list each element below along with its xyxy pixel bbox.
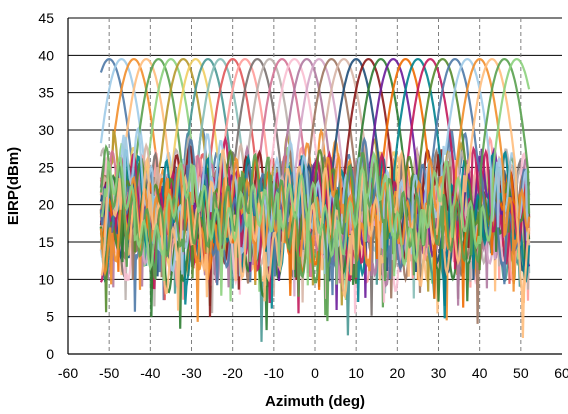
x-tick-label: -50: [99, 365, 119, 381]
y-tick-label: 40: [38, 47, 54, 63]
y-axis-title: EIRP(dBm): [5, 147, 22, 225]
y-tick-label: 0: [46, 346, 54, 362]
series-line: [100, 57, 531, 339]
x-tick-label: 30: [431, 365, 447, 381]
axes: [67, 18, 562, 355]
x-tick-label: 0: [311, 365, 319, 381]
y-tick-label: 25: [38, 159, 54, 175]
x-tick-label: 20: [390, 365, 406, 381]
y-tick-label: 10: [38, 271, 54, 287]
x-tick-label: -10: [264, 365, 284, 381]
series-group: [99, 57, 531, 342]
x-axis-title: Azimuth (deg): [265, 393, 365, 410]
y-tick-label: 35: [38, 85, 54, 101]
y-tick-label: 30: [38, 122, 54, 138]
tick-labels: -60 -50 -40 -30 -20 -10 0 10 20 30 40 50 60 0 5 10 15 20 2…: [38, 10, 568, 381]
x-tick-label: 60: [554, 365, 568, 381]
x-tick-label: 50: [513, 365, 529, 381]
x-tick-label: -40: [140, 365, 160, 381]
x-tick-label: -20: [223, 365, 243, 381]
series-line: [99, 57, 531, 314]
x-tick-label: 40: [472, 365, 488, 381]
y-tick-label: 15: [38, 234, 54, 250]
x-tick-label: -60: [58, 365, 78, 381]
y-tick-label: 45: [38, 10, 54, 26]
y-tick-label: 20: [38, 197, 54, 213]
y-tick-label: 5: [46, 309, 54, 325]
x-tick-label: -30: [181, 365, 201, 381]
series-line: [100, 57, 531, 296]
x-tick-label: 10: [348, 365, 364, 381]
